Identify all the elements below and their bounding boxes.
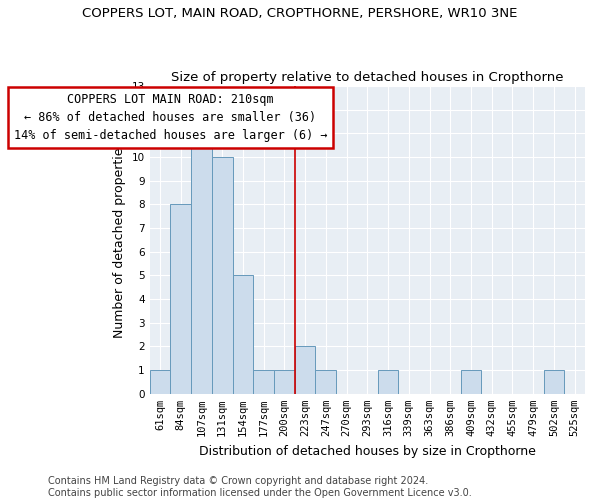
Bar — [544, 370, 564, 394]
Bar — [149, 370, 170, 394]
Bar — [212, 157, 233, 394]
Bar — [191, 134, 212, 394]
Bar — [233, 276, 253, 394]
Bar — [295, 346, 316, 394]
Bar — [274, 370, 295, 394]
Bar — [316, 370, 336, 394]
Text: COPPERS LOT, MAIN ROAD, CROPTHORNE, PERSHORE, WR10 3NE: COPPERS LOT, MAIN ROAD, CROPTHORNE, PERS… — [82, 8, 518, 20]
Bar — [377, 370, 398, 394]
Bar — [461, 370, 481, 394]
Title: Size of property relative to detached houses in Cropthorne: Size of property relative to detached ho… — [171, 70, 563, 84]
X-axis label: Distribution of detached houses by size in Cropthorne: Distribution of detached houses by size … — [199, 444, 536, 458]
Text: Contains HM Land Registry data © Crown copyright and database right 2024.
Contai: Contains HM Land Registry data © Crown c… — [48, 476, 472, 498]
Bar — [170, 204, 191, 394]
Bar — [253, 370, 274, 394]
Y-axis label: Number of detached properties: Number of detached properties — [113, 142, 126, 338]
Text: COPPERS LOT MAIN ROAD: 210sqm
← 86% of detached houses are smaller (36)
14% of s: COPPERS LOT MAIN ROAD: 210sqm ← 86% of d… — [14, 93, 327, 142]
